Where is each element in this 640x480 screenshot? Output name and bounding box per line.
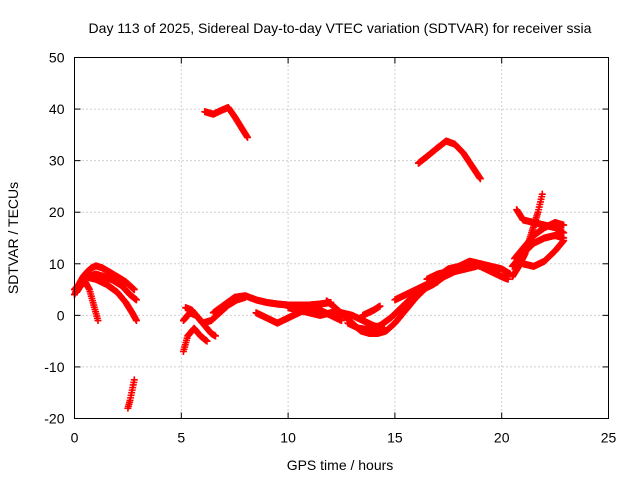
data-point — [560, 221, 568, 229]
series-arc8 — [182, 304, 219, 340]
x-axis-label: GPS time / hours — [287, 457, 394, 473]
y-tick-label: 10 — [49, 256, 65, 272]
data-point — [338, 317, 345, 325]
series-arc17 — [201, 104, 252, 141]
data-point — [476, 175, 484, 183]
x-tick-label: 15 — [387, 430, 403, 446]
series-arc18 — [414, 137, 484, 183]
y-tick-label: 0 — [57, 307, 65, 323]
y-tick-label: 20 — [49, 204, 65, 220]
y-tick-label: 30 — [49, 153, 65, 169]
data-point — [504, 275, 512, 283]
y-tick-label: -20 — [44, 411, 64, 427]
series-arc14 — [359, 302, 384, 319]
plot-frame — [74, 57, 609, 419]
series-arc3 — [73, 278, 102, 325]
y-axis-label: SDTVAR / TECUs — [5, 182, 21, 294]
data-point — [130, 286, 138, 294]
x-tick-label: 5 — [177, 430, 185, 446]
series-arc6 — [179, 324, 211, 355]
series-arc22 — [511, 219, 568, 263]
data-point — [211, 332, 219, 340]
x-tick-label: 10 — [280, 430, 296, 446]
data-marks — [71, 104, 568, 412]
series-arc1 — [71, 262, 138, 299]
data-point — [130, 376, 138, 384]
data-point — [244, 133, 252, 141]
tick-labels: 0 5 10 15 20 25 -20 -10 0 10 20 30 40 50 — [44, 50, 616, 446]
series-arc5 — [124, 376, 138, 412]
x-tick-label: 0 — [71, 430, 79, 446]
series-arc16 — [423, 257, 514, 283]
series-arc4 — [81, 273, 140, 325]
data-point — [203, 337, 211, 345]
y-tick-label: 40 — [49, 101, 65, 117]
y-tick-label: -10 — [44, 359, 64, 375]
y-tick-label: 50 — [49, 50, 65, 66]
data-point — [538, 190, 546, 198]
x-tick-label: 25 — [601, 430, 617, 446]
series-arc23 — [519, 237, 568, 270]
axis-ticks — [74, 57, 609, 419]
data-point — [94, 317, 102, 325]
data-point — [376, 302, 384, 310]
x-tick-label: 20 — [494, 430, 510, 446]
data-point — [560, 237, 568, 245]
chart-title: Day 113 of 2025, Sidereal Day-to-day VTE… — [89, 20, 592, 36]
data-point — [132, 296, 140, 304]
data-point — [132, 317, 140, 325]
series-arc21 — [508, 231, 568, 270]
